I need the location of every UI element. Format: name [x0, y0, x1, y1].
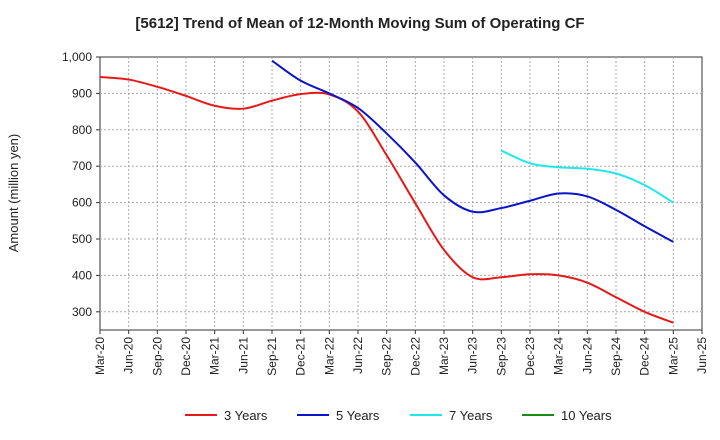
- x-tick-label: Dec-23: [523, 337, 537, 376]
- series-line-5-years: [271, 59, 674, 243]
- y-tick-label: 900: [72, 86, 92, 100]
- x-tick-label: Dec-24: [638, 337, 652, 376]
- y-tick-label: 1,000: [62, 50, 92, 64]
- x-tick-label: Dec-22: [408, 337, 422, 376]
- x-tick-label: Mar-21: [208, 337, 222, 375]
- legend-item-7-years: 7 Years: [410, 408, 493, 423]
- x-tick-label: Dec-20: [179, 337, 193, 376]
- chart-title: [5612] Trend of Mean of 12-Month Moving …: [135, 15, 584, 32]
- x-tick-label: Mar-23: [437, 337, 451, 375]
- plot-area: [99, 56, 703, 331]
- y-tick-label: 800: [72, 123, 92, 137]
- x-tick-label: Sep-20: [150, 337, 164, 376]
- y-axis-label: Amount (million yen): [6, 134, 21, 253]
- x-tick-label: Sep-21: [265, 337, 279, 376]
- x-tick-label: Jun-20: [122, 337, 136, 374]
- y-tick-label: 300: [72, 305, 92, 319]
- x-tick-label: Mar-25: [666, 337, 680, 375]
- y-axis-ticks: 300 400 500 600 700 800 900 1,000: [62, 50, 100, 319]
- series-line-3-years: [99, 76, 674, 324]
- legend-item-3-years: 3 Years: [185, 408, 268, 423]
- x-gridlines: [128, 57, 674, 330]
- y-tick-label: 600: [72, 196, 92, 210]
- y-tick-label: 700: [72, 159, 92, 173]
- x-tick-label: Mar-22: [322, 337, 336, 375]
- x-tick-label: Sep-24: [609, 337, 623, 376]
- x-tick-label: Jun-22: [351, 337, 365, 374]
- series-line-7-years: [500, 149, 674, 204]
- y-tick-label: 500: [72, 232, 92, 246]
- x-tick-label: Jun-21: [236, 337, 250, 374]
- legend-item-5-years: 5 Years: [297, 408, 380, 423]
- y-tick-label: 400: [72, 268, 92, 282]
- x-tick-label: Jun-24: [580, 337, 594, 374]
- legend-label: 10 Years: [561, 408, 612, 423]
- x-axis-ticks: Mar-20 Jun-20 Sep-20 Dec-20 Mar-21 Jun-21 Sep-…: [93, 330, 709, 376]
- legend: 3 Years 5 Years 7 Years 10 Years: [185, 408, 612, 423]
- x-tick-label: Jun-23: [466, 337, 480, 374]
- series-lines: [99, 59, 674, 324]
- x-tick-label: Mar-20: [93, 337, 107, 375]
- x-tick-label: Jun-25: [695, 337, 709, 374]
- x-tick-label: Sep-22: [380, 337, 394, 376]
- legend-item-10-years: 10 Years: [522, 408, 612, 423]
- legend-label: 5 Years: [336, 408, 380, 423]
- x-tick-label: Dec-21: [294, 337, 308, 376]
- legend-label: 7 Years: [449, 408, 493, 423]
- x-tick-label: Mar-24: [552, 337, 566, 375]
- legend-label: 3 Years: [224, 408, 268, 423]
- x-tick-label: Sep-23: [494, 337, 508, 376]
